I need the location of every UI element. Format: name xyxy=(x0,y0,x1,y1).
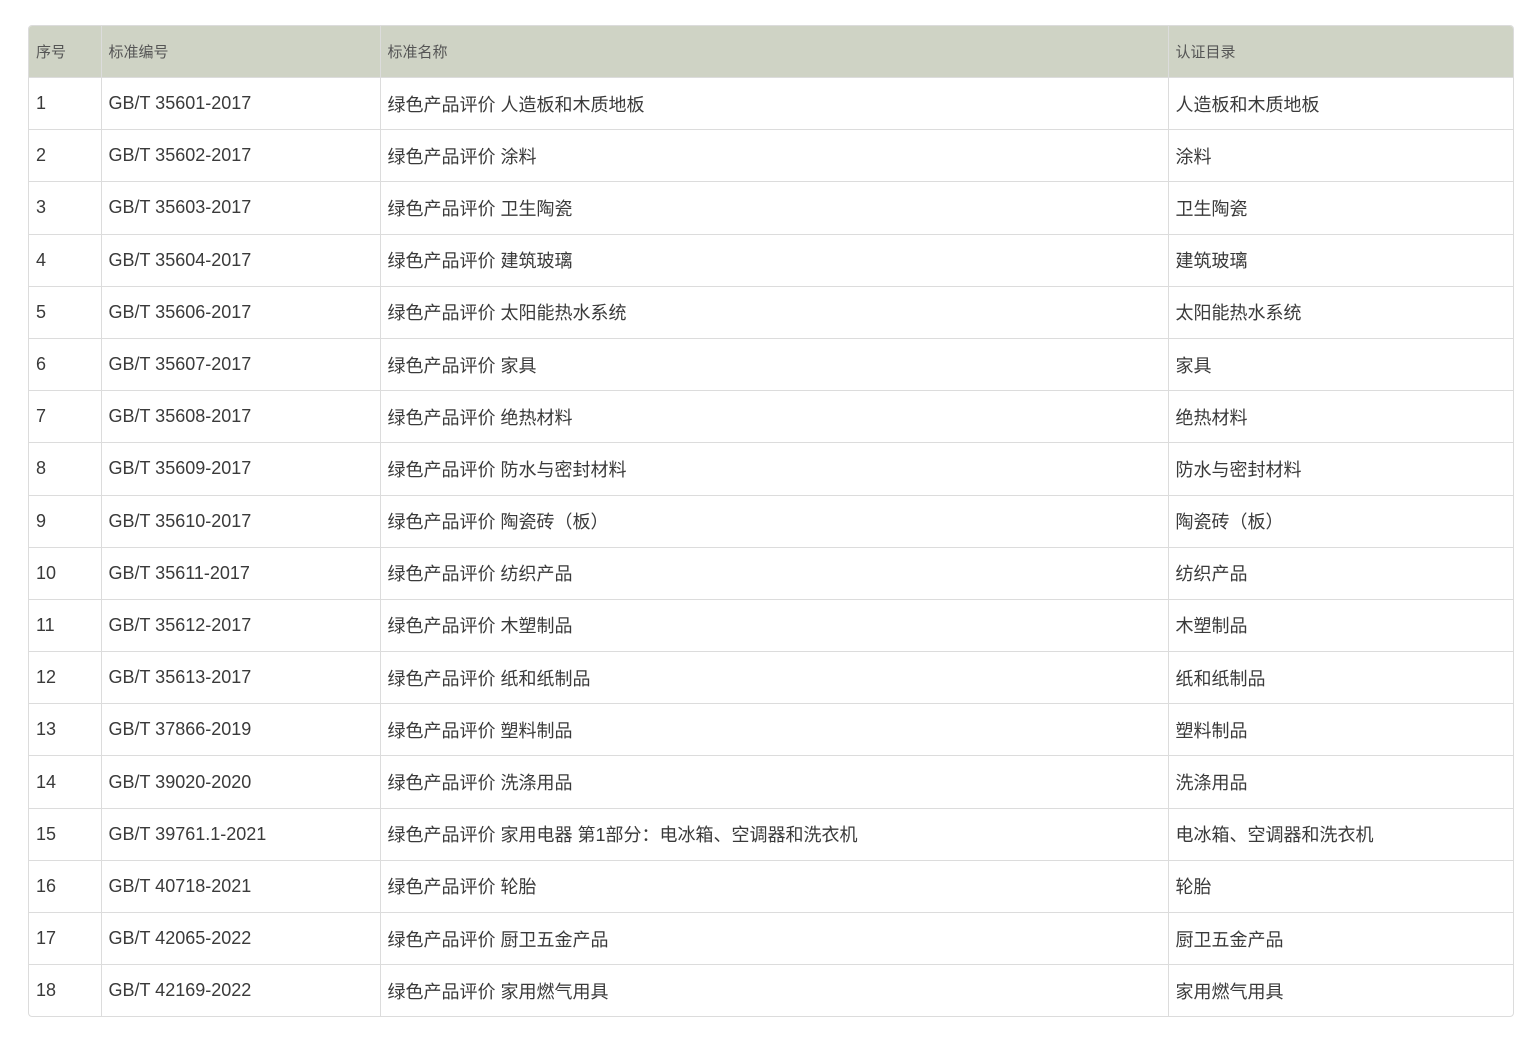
header-standard-name: 标准名称 xyxy=(380,26,1169,78)
cell-certification-catalog: 轮胎 xyxy=(1168,860,1513,914)
cell-index: 14 xyxy=(29,755,102,809)
cell-standard-name: 绿色产品评价 洗涤用品 xyxy=(380,755,1169,809)
cell-certification-catalog: 厨卫五金产品 xyxy=(1168,912,1513,966)
cell-certification-catalog: 纺织产品 xyxy=(1168,547,1513,600)
cell-standard-name: 绿色产品评价 厨卫五金产品 xyxy=(380,912,1169,966)
cell-standard-number: GB/T 35609-2017 xyxy=(101,442,381,496)
cell-standard-name: 绿色产品评价 轮胎 xyxy=(380,860,1169,914)
cell-standard-number: GB/T 35610-2017 xyxy=(101,495,381,548)
cell-index: 18 xyxy=(29,964,102,1017)
cell-standard-name: 绿色产品评价 纸和纸制品 xyxy=(380,651,1169,705)
cell-standard-name: 绿色产品评价 建筑玻璃 xyxy=(380,234,1169,287)
table-row: 9 GB/T 35610-2017 绿色产品评价 陶瓷砖（板） 陶瓷砖（板） xyxy=(29,495,1513,548)
header-index: 序号 xyxy=(29,26,102,78)
cell-certification-catalog: 涂料 xyxy=(1168,129,1513,183)
standards-table-container: 序号 标准编号 标准名称 认证目录 1 GB/T 35601-2017 绿色产品评价… xyxy=(28,25,1514,1018)
cell-certification-catalog: 家具 xyxy=(1168,338,1513,392)
cell-index: 17 xyxy=(29,912,102,966)
cell-standard-name: 绿色产品评价 木塑制品 xyxy=(380,599,1169,653)
cell-standard-name: 绿色产品评价 人造板和木质地板 xyxy=(380,77,1169,131)
cell-index: 4 xyxy=(29,234,102,287)
cell-index: 13 xyxy=(29,703,102,757)
cell-index: 9 xyxy=(29,495,102,548)
cell-certification-catalog: 洗涤用品 xyxy=(1168,755,1513,809)
table-row: 2 GB/T 35602-2017 绿色产品评价 涂料 涂料 xyxy=(29,129,1513,183)
cell-standard-number: GB/T 35606-2017 xyxy=(101,286,381,339)
table-row: 7 GB/T 35608-2017 绿色产品评价 绝热材料 绝热材料 xyxy=(29,390,1513,444)
cell-certification-catalog: 陶瓷砖（板） xyxy=(1168,495,1513,548)
cell-index: 1 xyxy=(29,77,102,131)
cell-standard-name: 绿色产品评价 涂料 xyxy=(380,129,1169,183)
cell-standard-number: GB/T 35607-2017 xyxy=(101,338,381,392)
cell-certification-catalog: 人造板和木质地板 xyxy=(1168,77,1513,131)
table-header-row: 序号 标准编号 标准名称 认证目录 xyxy=(29,26,1513,78)
table-row: 17 GB/T 42065-2022 绿色产品评价 厨卫五金产品 厨卫五金产品 xyxy=(29,912,1513,966)
cell-certification-catalog: 塑料制品 xyxy=(1168,703,1513,757)
cell-certification-catalog: 防水与密封材料 xyxy=(1168,442,1513,496)
cell-standard-number: GB/T 35608-2017 xyxy=(101,390,381,444)
table-row: 1 GB/T 35601-2017 绿色产品评价 人造板和木质地板 人造板和木质地板 xyxy=(29,77,1513,131)
cell-standard-name: 绿色产品评价 卫生陶瓷 xyxy=(380,181,1169,235)
cell-standard-number: GB/T 35602-2017 xyxy=(101,129,381,183)
cell-index: 6 xyxy=(29,338,102,392)
table-row: 11 GB/T 35612-2017 绿色产品评价 木塑制品 木塑制品 xyxy=(29,599,1513,653)
header-standard-number: 标准编号 xyxy=(101,26,381,78)
cell-standard-name: 绿色产品评价 家用燃气用具 xyxy=(380,964,1169,1017)
cell-certification-catalog: 电冰箱、空调器和洗衣机 xyxy=(1168,808,1513,861)
cell-standard-name: 绿色产品评价 纺织产品 xyxy=(380,547,1169,600)
table-row: 16 GB/T 40718-2021 绿色产品评价 轮胎 轮胎 xyxy=(29,860,1513,914)
cell-standard-name: 绿色产品评价 太阳能热水系统 xyxy=(380,286,1169,339)
cell-index: 8 xyxy=(29,442,102,496)
cell-standard-number: GB/T 35604-2017 xyxy=(101,234,381,287)
table-row: 14 GB/T 39020-2020 绿色产品评价 洗涤用品 洗涤用品 xyxy=(29,755,1513,809)
table-row: 3 GB/T 35603-2017 绿色产品评价 卫生陶瓷 卫生陶瓷 xyxy=(29,181,1513,235)
cell-standard-number: GB/T 39020-2020 xyxy=(101,755,381,809)
cell-standard-number: GB/T 37866-2019 xyxy=(101,703,381,757)
table-row: 18 GB/T 42169-2022 绿色产品评价 家用燃气用具 家用燃气用具 xyxy=(29,964,1513,1017)
cell-certification-catalog: 纸和纸制品 xyxy=(1168,651,1513,705)
standards-table: 序号 标准编号 标准名称 认证目录 1 GB/T 35601-2017 绿色产品评价… xyxy=(29,26,1513,1017)
table-row: 5 GB/T 35606-2017 绿色产品评价 太阳能热水系统 太阳能热水系统 xyxy=(29,286,1513,339)
cell-standard-number: GB/T 35601-2017 xyxy=(101,77,381,131)
cell-index: 12 xyxy=(29,651,102,705)
cell-certification-catalog: 建筑玻璃 xyxy=(1168,234,1513,287)
cell-index: 10 xyxy=(29,547,102,600)
cell-standard-name: 绿色产品评价 塑料制品 xyxy=(380,703,1169,757)
cell-standard-number: GB/T 35613-2017 xyxy=(101,651,381,705)
table-row: 8 GB/T 35609-2017 绿色产品评价 防水与密封材料 防水与密封材料 xyxy=(29,442,1513,496)
cell-index: 2 xyxy=(29,129,102,183)
cell-certification-catalog: 家用燃气用具 xyxy=(1175,981,1284,1002)
cell-index: 7 xyxy=(29,390,102,444)
cell-standard-name: 绿色产品评价 陶瓷砖（板） xyxy=(380,495,1169,548)
cell-certification-catalog: 绝热材料 xyxy=(1168,390,1513,444)
header-certification-catalog: 认证目录 xyxy=(1168,26,1513,78)
cell-index: 15 xyxy=(29,808,102,861)
cell-standard-number: GB/T 42065-2022 xyxy=(101,912,381,966)
cell-index: 11 xyxy=(29,599,102,653)
cell-certification-catalog: 卫生陶瓷 xyxy=(1168,181,1513,235)
table-row: 13 GB/T 37866-2019 绿色产品评价 塑料制品 塑料制品 xyxy=(29,703,1513,757)
cell-index: 5 xyxy=(29,286,102,339)
table-row: 15 GB/T 39761.1-2021 绿色产品评价 家用电器 第1部分：电冰箱、… xyxy=(29,808,1513,861)
cell-certification-catalog: 太阳能热水系统 xyxy=(1168,286,1513,339)
table-row: 6 GB/T 35607-2017 绿色产品评价 家具 家具 xyxy=(29,338,1513,392)
table-row: 4 GB/T 35604-2017 绿色产品评价 建筑玻璃 建筑玻璃 xyxy=(29,234,1513,287)
cell-standard-name: 绿色产品评价 家用电器 第1部分：电冰箱、空调器和洗衣机 xyxy=(380,808,1169,861)
cell-standard-number: GB/T 35612-2017 xyxy=(101,599,381,653)
cell-standard-name: 绿色产品评价 防水与密封材料 xyxy=(380,442,1169,496)
cell-standard-number: GB/T 42169-2022 xyxy=(101,964,381,1017)
cell-standard-number: GB/T 40718-2021 xyxy=(101,860,381,914)
cell-standard-name: 绿色产品评价 家具 xyxy=(380,338,1169,392)
table-row: 12 GB/T 35613-2017 绿色产品评价 纸和纸制品 纸和纸制品 xyxy=(29,651,1513,705)
cell-standard-number: GB/T 35611-2017 xyxy=(101,547,381,600)
cell-standard-name: 绿色产品评价 绝热材料 xyxy=(380,390,1169,444)
table-row: 10 GB/T 35611-2017 绿色产品评价 纺织产品 纺织产品 xyxy=(29,547,1513,600)
cell-index: 3 xyxy=(29,181,102,235)
cell-index: 16 xyxy=(29,860,102,914)
cell-standard-number: GB/T 39761.1-2021 xyxy=(101,808,381,861)
cell-standard-number: GB/T 35603-2017 xyxy=(101,181,381,235)
cell-certification-catalog: 木塑制品 xyxy=(1168,599,1513,653)
